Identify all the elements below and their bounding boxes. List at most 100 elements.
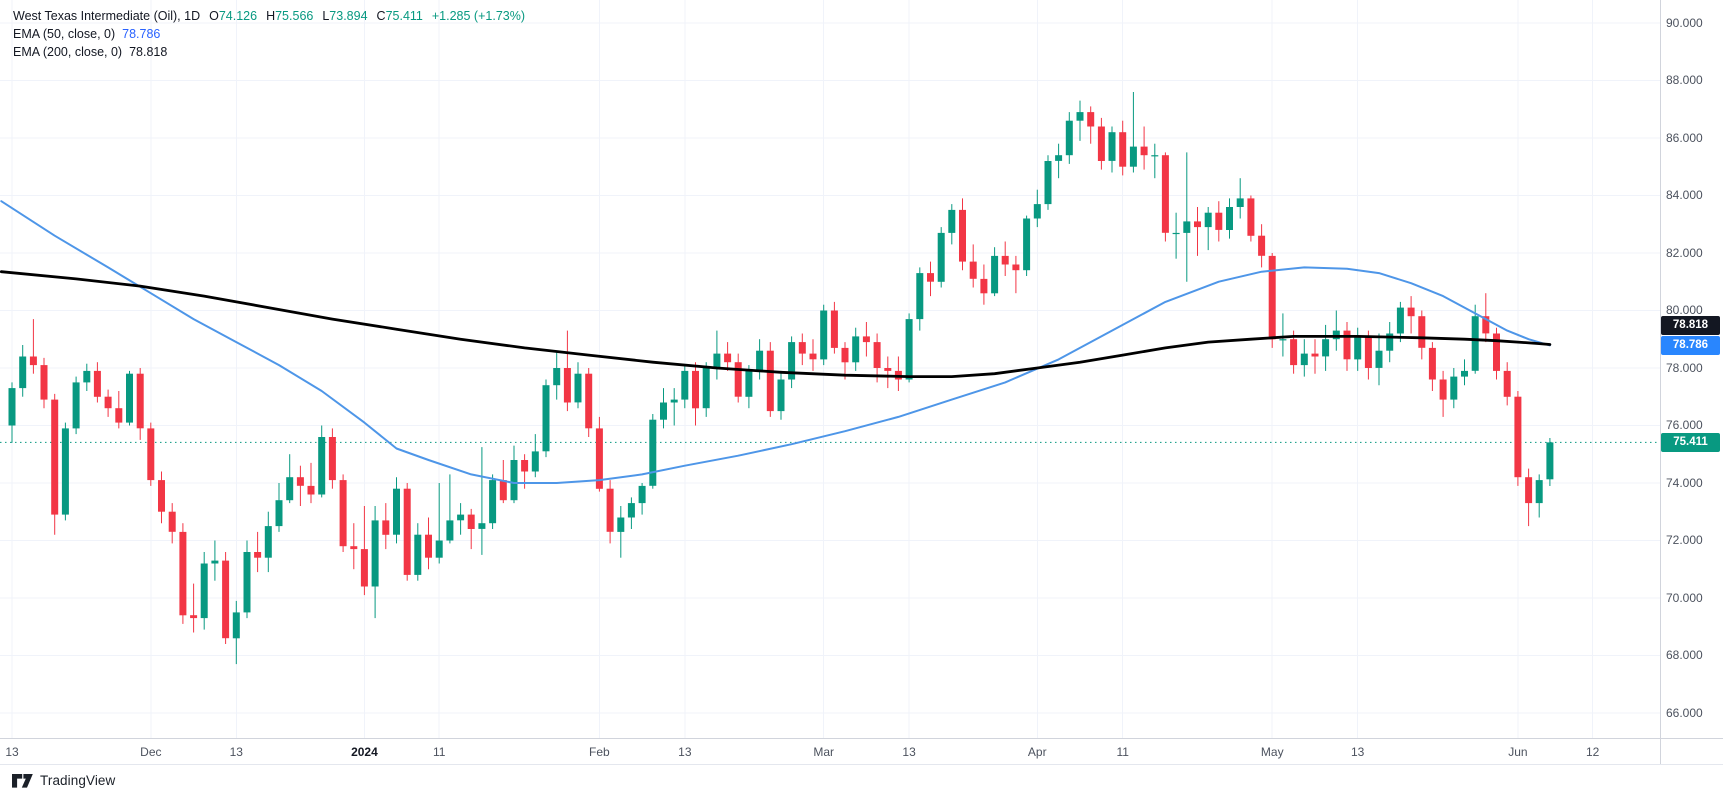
candle bbox=[158, 480, 165, 512]
candle bbox=[489, 480, 497, 524]
candle bbox=[1493, 333, 1500, 371]
candle bbox=[862, 336, 870, 343]
candle bbox=[1140, 146, 1148, 156]
candle bbox=[190, 615, 198, 619]
time-tick-label: Dec bbox=[140, 745, 162, 759]
candle bbox=[1161, 155, 1169, 233]
candle bbox=[563, 368, 571, 403]
candle bbox=[734, 362, 742, 397]
candle bbox=[927, 273, 934, 282]
candle bbox=[1525, 477, 1533, 504]
candle bbox=[1461, 370, 1468, 377]
candle bbox=[1375, 350, 1383, 368]
candle bbox=[1290, 339, 1298, 366]
candle bbox=[948, 209, 956, 233]
candle bbox=[521, 460, 529, 472]
candle bbox=[1311, 353, 1319, 357]
candle bbox=[756, 350, 764, 371]
candle bbox=[649, 419, 657, 486]
symbol-row[interactable]: West Texas Intermediate (Oil), 1D O74.126… bbox=[13, 7, 525, 25]
ema200-row[interactable]: EMA (200, close, 0) 78.818 bbox=[13, 43, 525, 61]
candle bbox=[1439, 379, 1447, 400]
time-tick-label: Apr bbox=[1027, 745, 1047, 759]
tradingview-watermark[interactable]: TradingView bbox=[12, 773, 115, 788]
time-tick-label: 2024 bbox=[351, 745, 378, 759]
candle bbox=[40, 365, 48, 400]
candle bbox=[905, 319, 913, 380]
candle bbox=[425, 534, 432, 558]
candle bbox=[1268, 255, 1276, 340]
price-tick-label: 70.000 bbox=[1666, 590, 1703, 605]
candle bbox=[382, 520, 390, 535]
candle bbox=[937, 232, 945, 282]
candle bbox=[1097, 126, 1105, 161]
candle bbox=[19, 356, 27, 389]
candle bbox=[1386, 333, 1394, 351]
chart-legend[interactable]: West Texas Intermediate (Oil), 1D O74.126… bbox=[13, 7, 525, 61]
candle bbox=[969, 261, 977, 279]
price-tick-label: 66.000 bbox=[1666, 705, 1703, 720]
candle bbox=[1012, 264, 1020, 271]
price-tick-label: 72.000 bbox=[1666, 533, 1703, 548]
candle bbox=[414, 534, 422, 575]
price-tick-label: 68.000 bbox=[1666, 648, 1703, 663]
candle bbox=[1503, 370, 1511, 397]
close-value: C75.411 bbox=[376, 9, 423, 23]
candle bbox=[29, 356, 37, 366]
price-badge: 78.786 bbox=[1661, 335, 1720, 355]
price-tick-label: 86.000 bbox=[1666, 130, 1703, 145]
candle bbox=[617, 517, 625, 532]
open-value: O74.126 bbox=[209, 9, 258, 23]
candle bbox=[1418, 316, 1426, 348]
candle bbox=[702, 368, 710, 409]
candle bbox=[852, 336, 860, 363]
candle bbox=[1300, 353, 1308, 366]
candle bbox=[8, 388, 16, 426]
candle bbox=[393, 488, 400, 535]
candle bbox=[179, 531, 187, 616]
price-badge: 75.411 bbox=[1661, 432, 1720, 452]
candles-layer bbox=[8, 92, 1554, 665]
ema50-line bbox=[0, 200, 1551, 484]
candle bbox=[435, 540, 443, 558]
candle bbox=[1204, 212, 1212, 228]
candle bbox=[1215, 212, 1223, 230]
price-tick-label: 82.000 bbox=[1666, 245, 1703, 260]
candle bbox=[1236, 198, 1244, 207]
candle bbox=[1033, 204, 1041, 219]
candle bbox=[627, 503, 635, 518]
time-tick-label: 13 bbox=[1350, 745, 1365, 759]
candle bbox=[403, 488, 411, 575]
candle bbox=[1546, 442, 1554, 480]
candle bbox=[1354, 336, 1362, 360]
candle bbox=[531, 451, 539, 472]
candle bbox=[980, 278, 988, 294]
candle bbox=[1023, 218, 1031, 271]
candle bbox=[606, 488, 614, 532]
ema200-name: EMA (200, close, 0) bbox=[13, 45, 123, 59]
candle bbox=[713, 353, 721, 368]
candle bbox=[745, 370, 753, 397]
candle bbox=[307, 485, 315, 495]
candle bbox=[670, 399, 678, 403]
time-tick-label: Feb bbox=[589, 745, 610, 759]
price-badge: 78.818 bbox=[1661, 315, 1720, 335]
time-tick-label: 11 bbox=[1116, 745, 1129, 759]
ema50-name: EMA (50, close, 0) bbox=[13, 27, 116, 41]
candle bbox=[1055, 155, 1063, 161]
time-tick-label: May bbox=[1260, 745, 1284, 759]
candle bbox=[1247, 198, 1255, 236]
tradingview-brand-text: TradingView bbox=[40, 773, 116, 788]
tradingview-logo-icon bbox=[12, 773, 33, 788]
candle bbox=[254, 552, 262, 558]
price-tick-label: 74.000 bbox=[1666, 475, 1703, 490]
candle bbox=[1108, 132, 1116, 161]
candle bbox=[884, 368, 892, 371]
time-tick-label: Jun bbox=[1508, 745, 1528, 759]
candle bbox=[243, 552, 251, 613]
candle bbox=[1129, 146, 1137, 167]
candle bbox=[553, 368, 561, 386]
ema50-row[interactable]: EMA (50, close, 0) 78.786 bbox=[13, 25, 525, 43]
candle bbox=[328, 437, 336, 481]
